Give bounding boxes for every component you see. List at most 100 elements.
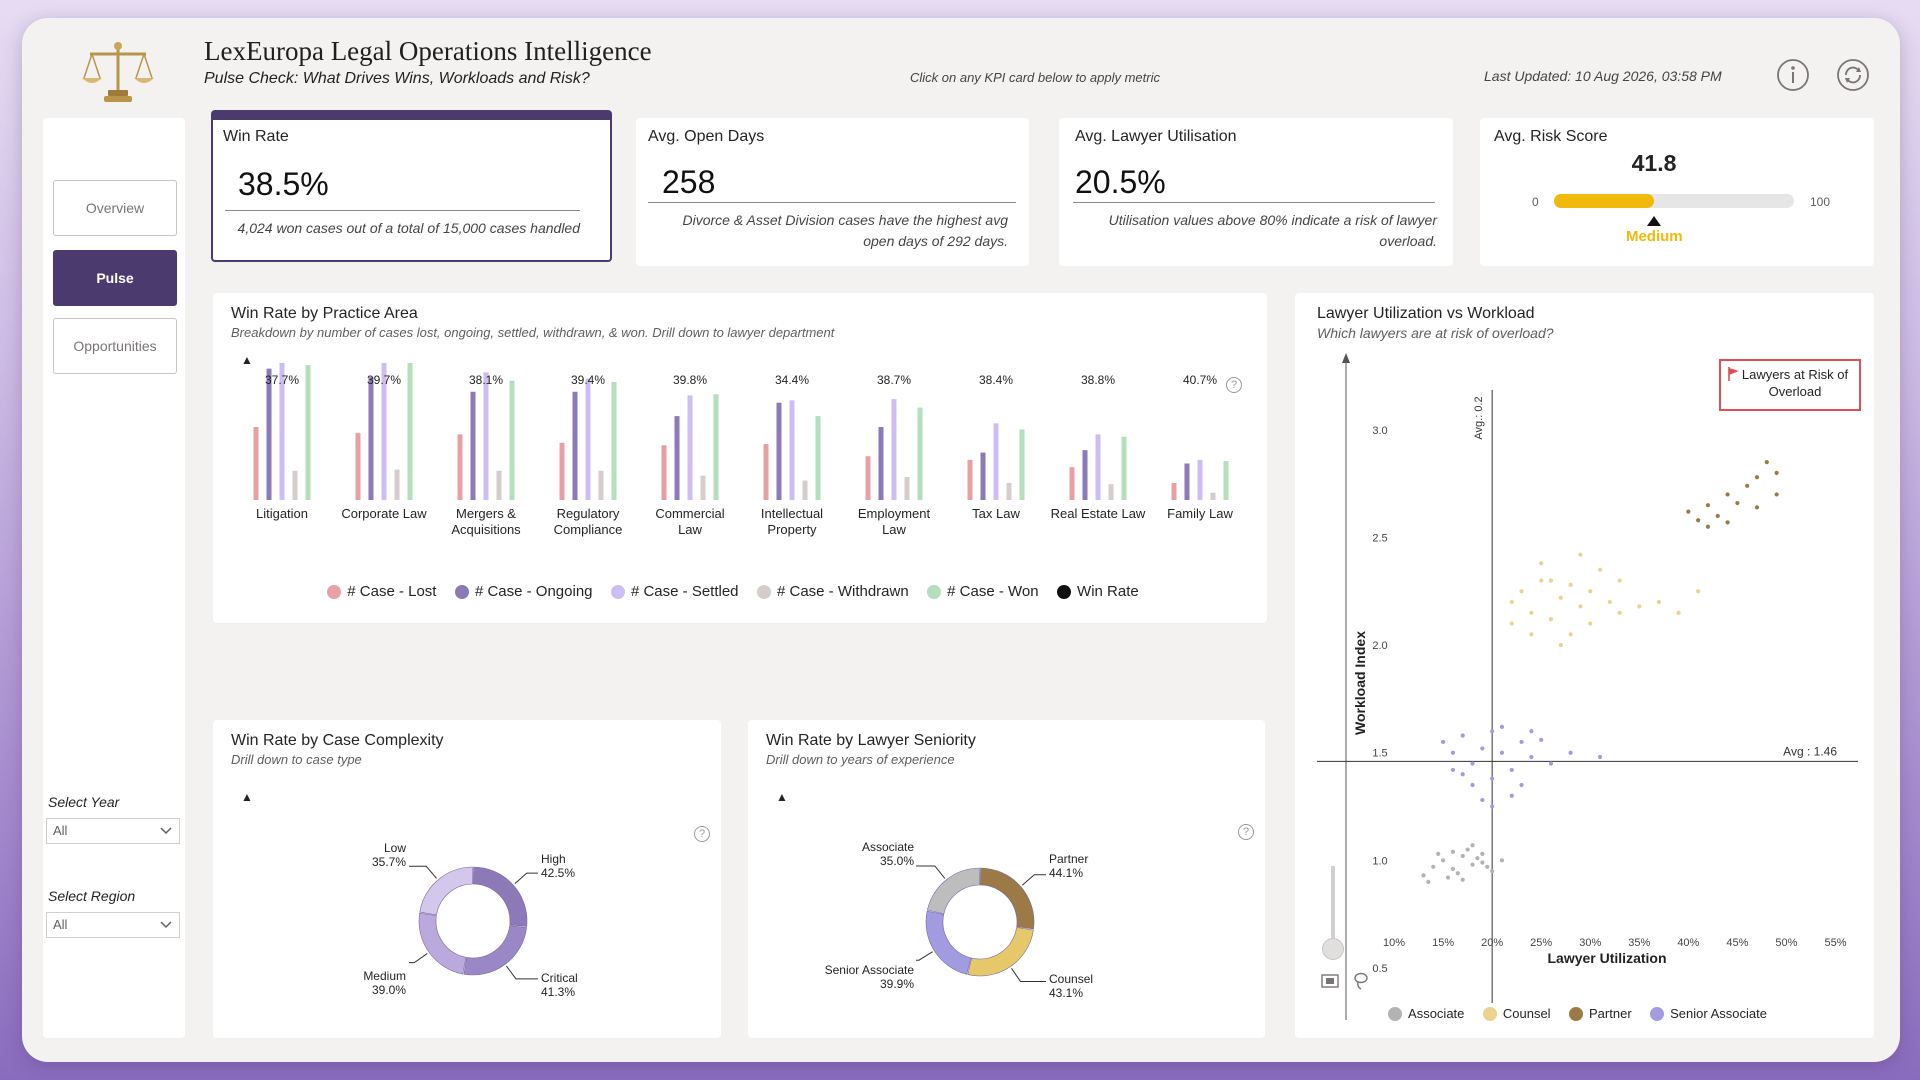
bar-2[interactable] bbox=[891, 399, 897, 500]
bar-2[interactable] bbox=[483, 372, 489, 500]
legend-senior-associate[interactable]: Senior Associate bbox=[1650, 1006, 1767, 1021]
bar-0[interactable] bbox=[457, 434, 463, 500]
scatter-point[interactable] bbox=[1519, 739, 1524, 745]
scatter-point[interactable] bbox=[1548, 617, 1554, 622]
scatter-point[interactable] bbox=[1460, 733, 1465, 738]
donut-slice[interactable] bbox=[926, 867, 980, 915]
scatter-point[interactable] bbox=[1656, 599, 1662, 605]
bar-0[interactable] bbox=[253, 427, 259, 500]
scatter-point[interactable] bbox=[1470, 761, 1475, 766]
scatter-point[interactable] bbox=[1539, 561, 1544, 566]
scatter-point[interactable] bbox=[1637, 604, 1642, 609]
bar-1[interactable] bbox=[368, 377, 374, 500]
scatter-point[interactable] bbox=[1725, 520, 1730, 525]
bar-4[interactable] bbox=[407, 363, 413, 500]
scatter-point[interactable] bbox=[1499, 724, 1505, 729]
scatter-point[interactable] bbox=[1445, 875, 1451, 880]
scatter-point[interactable] bbox=[1509, 793, 1514, 798]
scatter-point[interactable] bbox=[1529, 632, 1534, 637]
help-icon[interactable]: ? bbox=[694, 826, 710, 842]
scatter-point[interactable] bbox=[1774, 492, 1779, 497]
scatter-point[interactable] bbox=[1440, 858, 1446, 863]
bar-3[interactable] bbox=[904, 476, 910, 500]
scatter-point[interactable] bbox=[1548, 578, 1554, 583]
bar-4[interactable] bbox=[815, 416, 821, 500]
bar-4[interactable] bbox=[1019, 429, 1025, 500]
scatter-point[interactable] bbox=[1715, 513, 1720, 519]
bar-3[interactable] bbox=[700, 475, 706, 500]
donut-slice[interactable] bbox=[419, 866, 473, 916]
scatter-point[interactable] bbox=[1460, 853, 1465, 859]
bar-1[interactable] bbox=[1184, 463, 1190, 500]
scatter-point[interactable] bbox=[1480, 860, 1485, 865]
nav-overview[interactable]: Overview bbox=[53, 180, 177, 236]
scatter-point[interactable] bbox=[1597, 754, 1603, 760]
donut-slice[interactable] bbox=[473, 866, 528, 927]
scatter-point[interactable] bbox=[1440, 739, 1446, 745]
info-icon[interactable] bbox=[1776, 58, 1810, 92]
scatter-point[interactable] bbox=[1490, 776, 1495, 781]
bar-2[interactable] bbox=[789, 400, 795, 500]
bar-3[interactable] bbox=[496, 470, 502, 500]
scatter-point[interactable] bbox=[1470, 843, 1475, 848]
scatter-point[interactable] bbox=[1499, 858, 1505, 863]
bar-0[interactable] bbox=[967, 459, 973, 500]
scatter-point[interactable] bbox=[1460, 877, 1465, 882]
scatter-point[interactable] bbox=[1480, 746, 1485, 751]
bar-0[interactable] bbox=[1171, 482, 1177, 500]
help-icon[interactable]: ? bbox=[1226, 377, 1242, 393]
scatter-point[interactable] bbox=[1509, 767, 1514, 773]
bar-2[interactable] bbox=[585, 378, 591, 500]
bar-1[interactable] bbox=[674, 416, 680, 500]
legend-settled[interactable]: # Case - Settled bbox=[610, 583, 739, 600]
bar-1[interactable] bbox=[980, 452, 986, 500]
drill-up-icon[interactable]: ▲ bbox=[241, 353, 253, 367]
drill-up-icon[interactable]: ▲ bbox=[776, 790, 788, 804]
scatter-point[interactable] bbox=[1705, 503, 1711, 508]
scatter-point[interactable] bbox=[1597, 567, 1603, 572]
bar-4[interactable] bbox=[1121, 436, 1127, 500]
scatter-point[interactable] bbox=[1539, 578, 1544, 583]
bar-0[interactable] bbox=[1069, 467, 1075, 500]
bar-0[interactable] bbox=[355, 433, 361, 500]
refresh-icon[interactable] bbox=[1836, 58, 1870, 92]
scatter-point[interactable] bbox=[1588, 589, 1593, 594]
legend-ongoing[interactable]: # Case - Ongoing bbox=[454, 583, 593, 600]
scatter-point[interactable] bbox=[1450, 849, 1456, 854]
scatter-point[interactable] bbox=[1578, 604, 1583, 609]
donut-slice[interactable] bbox=[463, 925, 527, 976]
bar-2[interactable] bbox=[1095, 434, 1101, 500]
scatter-point[interactable] bbox=[1421, 873, 1426, 878]
bar-1[interactable] bbox=[266, 368, 272, 500]
bar-3[interactable] bbox=[1006, 482, 1012, 500]
legend-associate[interactable]: Associate bbox=[1388, 1006, 1464, 1021]
fit-view-icon[interactable] bbox=[1321, 974, 1339, 993]
bar-2[interactable] bbox=[381, 363, 387, 500]
legend-won[interactable]: # Case - Won bbox=[927, 583, 1039, 600]
bar-2[interactable] bbox=[1197, 459, 1203, 500]
scatter-point[interactable] bbox=[1460, 772, 1465, 777]
legend-partner[interactable]: Partner bbox=[1569, 1006, 1632, 1021]
bar-3[interactable] bbox=[1108, 484, 1114, 500]
scatter-point[interactable] bbox=[1676, 610, 1681, 615]
region-select[interactable]: All bbox=[46, 912, 180, 938]
legend-counsel[interactable]: Counsel bbox=[1482, 1006, 1551, 1021]
bar-0[interactable] bbox=[661, 445, 667, 500]
scatter-point[interactable] bbox=[1568, 750, 1573, 755]
scatter-point[interactable] bbox=[1519, 589, 1524, 594]
legend-withdrawn[interactable]: # Case - Withdrawn bbox=[756, 583, 909, 600]
bar-1[interactable] bbox=[1082, 450, 1088, 500]
scatter-point[interactable] bbox=[1558, 595, 1563, 600]
scatter-point[interactable] bbox=[1490, 729, 1495, 734]
zoom-slider[interactable] bbox=[1322, 866, 1344, 960]
scatter-point[interactable] bbox=[1470, 782, 1475, 788]
scatter-point[interactable] bbox=[1617, 610, 1622, 615]
bar-1[interactable] bbox=[776, 402, 782, 500]
bar-0[interactable] bbox=[559, 442, 565, 500]
scatter-point[interactable] bbox=[1499, 750, 1505, 755]
kpi-risk[interactable]: Avg. Risk Score 41.8 0 100 Medium bbox=[1480, 118, 1874, 266]
scatter-point[interactable] bbox=[1558, 642, 1563, 648]
scatter-point[interactable] bbox=[1529, 610, 1534, 615]
bar-2[interactable] bbox=[279, 363, 285, 500]
scatter-point[interactable] bbox=[1686, 509, 1691, 514]
